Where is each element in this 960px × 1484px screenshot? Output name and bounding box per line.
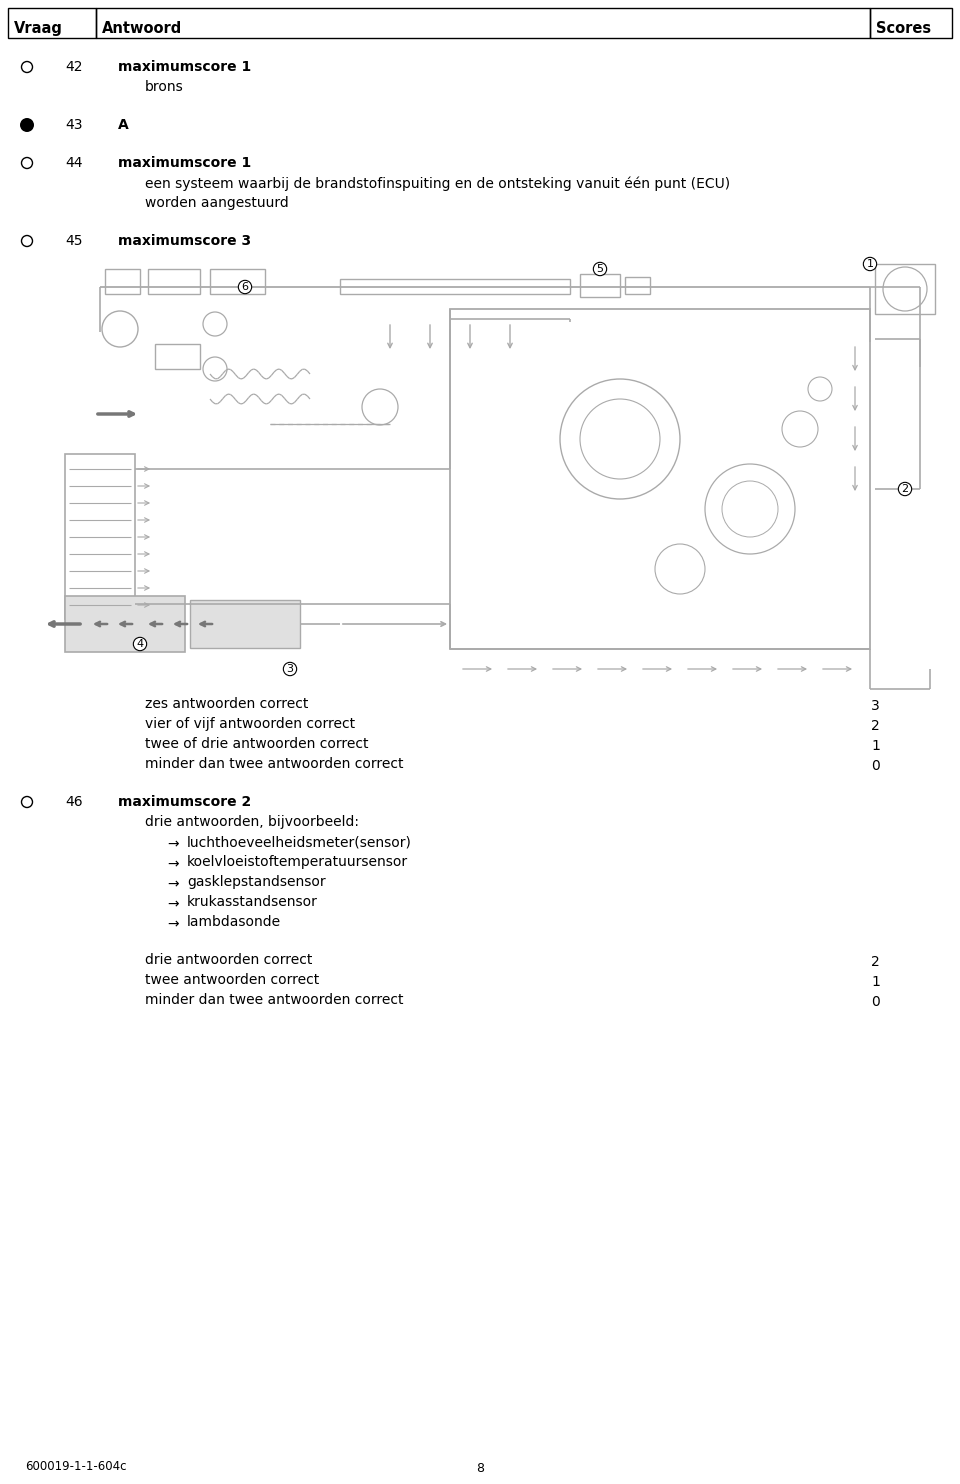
Text: 44: 44 — [65, 156, 83, 171]
Text: maximumscore 2: maximumscore 2 — [118, 795, 252, 809]
Text: 0: 0 — [872, 758, 880, 773]
Text: lambdasonde: lambdasonde — [187, 916, 281, 929]
Text: 8: 8 — [476, 1462, 484, 1475]
Text: een systeem waarbij de brandstofinspuiting en de ontsteking vanuit één punt (ECU: een systeem waarbij de brandstofinspuiti… — [145, 177, 731, 190]
Text: Antwoord: Antwoord — [102, 21, 182, 36]
Text: worden aangestuurd: worden aangestuurd — [145, 196, 289, 211]
Bar — [450, 309, 870, 649]
Text: 2: 2 — [872, 956, 880, 969]
Text: 5: 5 — [596, 264, 604, 275]
Text: vier of vijf antwoorden correct: vier of vijf antwoorden correct — [145, 717, 355, 732]
Bar — [155, 344, 200, 370]
Text: minder dan twee antwoorden correct: minder dan twee antwoorden correct — [145, 993, 403, 1008]
Text: →: → — [167, 877, 179, 890]
Text: 0: 0 — [872, 994, 880, 1009]
Text: Vraag: Vraag — [14, 21, 62, 36]
Text: 3: 3 — [286, 663, 294, 674]
Text: zes antwoorden correct: zes antwoorden correct — [145, 697, 308, 711]
Text: twee of drie antwoorden correct: twee of drie antwoorden correct — [145, 738, 369, 751]
Text: minder dan twee antwoorden correct: minder dan twee antwoorden correct — [145, 757, 403, 772]
Bar — [148, 269, 200, 294]
Bar — [8, 7, 96, 39]
Text: →: → — [167, 896, 179, 911]
Text: 2: 2 — [901, 484, 908, 494]
Text: A: A — [118, 119, 129, 132]
Text: 600019-1-1-604c: 600019-1-1-604c — [25, 1460, 127, 1474]
Text: 46: 46 — [65, 795, 83, 809]
Text: 42: 42 — [65, 59, 83, 74]
Text: 1: 1 — [871, 739, 880, 752]
Text: 1: 1 — [871, 975, 880, 988]
Text: luchthoeveelheidsmeter(sensor): luchthoeveelheidsmeter(sensor) — [187, 835, 412, 849]
Text: 45: 45 — [65, 234, 83, 248]
Text: twee antwoorden correct: twee antwoorden correct — [145, 974, 320, 987]
Bar — [340, 279, 570, 294]
Text: 3: 3 — [872, 699, 880, 712]
Text: drie antwoorden correct: drie antwoorden correct — [145, 953, 312, 968]
Bar — [875, 264, 935, 315]
Text: koelvloeistoftemperatuursensor: koelvloeistoftemperatuursensor — [187, 855, 408, 870]
Bar — [96, 7, 870, 39]
Text: krukasstandsensor: krukasstandsensor — [187, 895, 318, 910]
Text: maximumscore 3: maximumscore 3 — [118, 234, 252, 248]
Bar — [580, 275, 620, 297]
Text: Scores: Scores — [876, 21, 931, 36]
Text: →: → — [167, 917, 179, 930]
Text: →: → — [167, 856, 179, 871]
Text: 2: 2 — [872, 720, 880, 733]
Text: drie antwoorden, bijvoorbeeld:: drie antwoorden, bijvoorbeeld: — [145, 815, 359, 830]
Bar — [190, 600, 300, 649]
Text: brons: brons — [145, 80, 183, 93]
Bar — [625, 278, 650, 294]
Text: maximumscore 1: maximumscore 1 — [118, 156, 252, 171]
Text: gasklepstandsensor: gasklepstandsensor — [187, 876, 325, 889]
Text: 4: 4 — [136, 640, 144, 649]
Text: 6: 6 — [242, 282, 249, 292]
Circle shape — [20, 119, 34, 132]
Bar — [210, 269, 265, 294]
Bar — [105, 269, 140, 294]
Bar — [65, 454, 135, 619]
Text: 1: 1 — [867, 260, 874, 269]
Text: 43: 43 — [65, 119, 83, 132]
Bar — [870, 7, 952, 39]
Bar — [65, 597, 185, 651]
Text: maximumscore 1: maximumscore 1 — [118, 59, 252, 74]
Text: →: → — [167, 837, 179, 850]
